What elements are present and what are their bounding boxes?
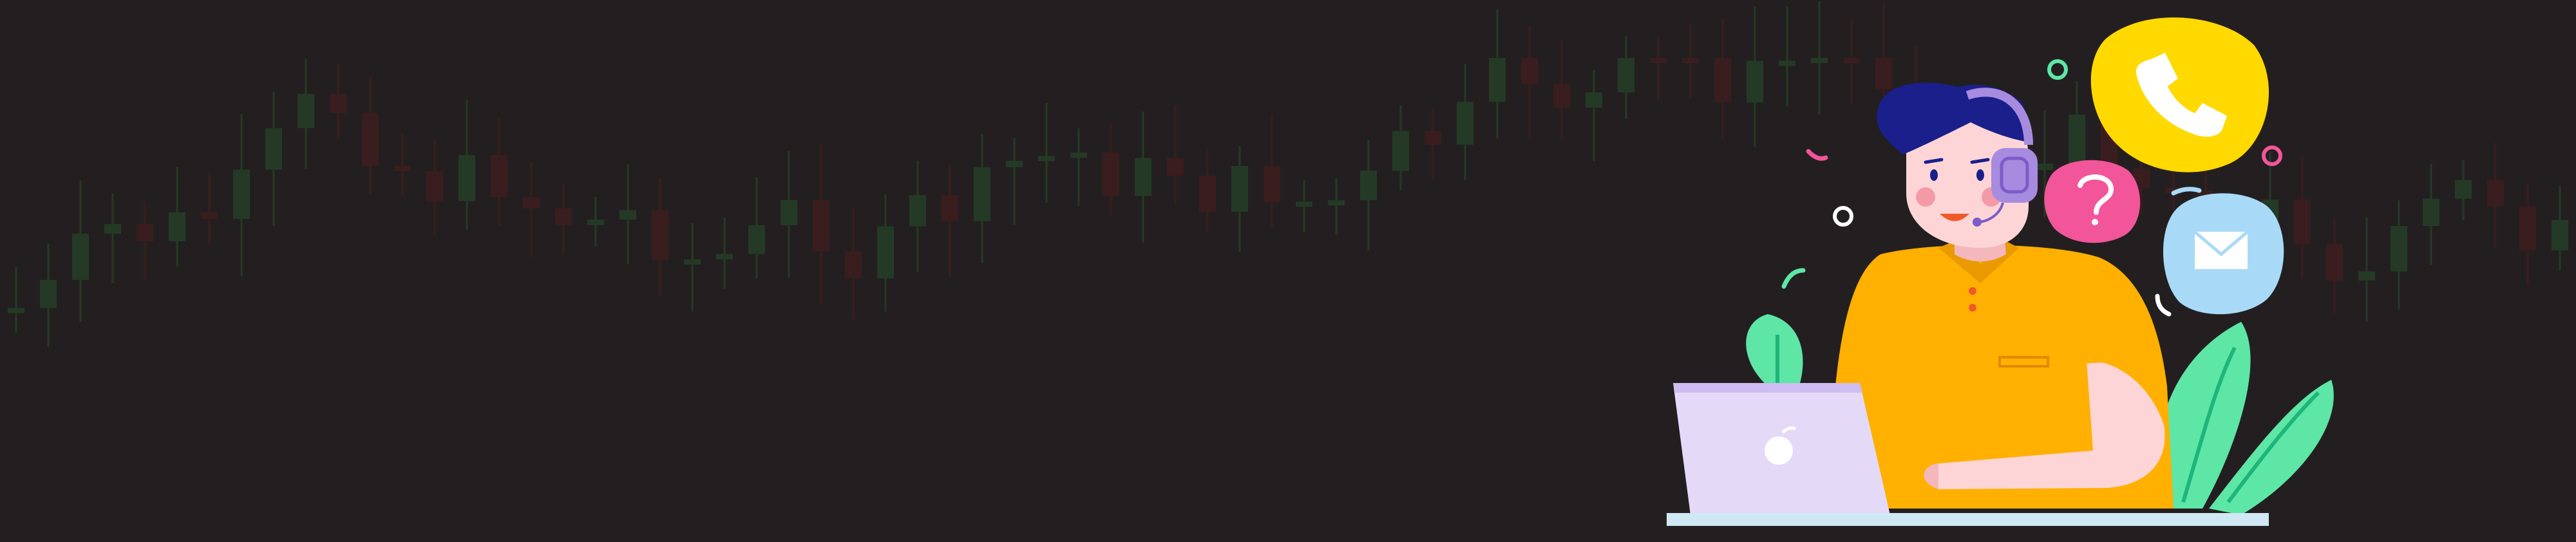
candle-body xyxy=(169,212,185,241)
candle-body xyxy=(2294,200,2311,245)
candle-body xyxy=(137,224,153,241)
question-bubble[interactable] xyxy=(2044,160,2141,243)
candle-body xyxy=(1586,92,1602,108)
candle-body xyxy=(265,128,282,170)
candle-body xyxy=(2487,180,2504,207)
candle-body xyxy=(716,254,733,260)
candle-body xyxy=(1103,153,1119,196)
candle-body xyxy=(2358,271,2375,281)
candle-body xyxy=(1231,165,1248,212)
agent-body xyxy=(1835,239,2174,509)
agent-head xyxy=(1877,82,2029,262)
candle-body xyxy=(523,197,540,209)
candle-body xyxy=(1714,58,1731,103)
candle-body xyxy=(2036,164,2053,170)
candle-body xyxy=(1199,175,1216,212)
candle-body xyxy=(330,94,346,113)
candle-body xyxy=(974,167,990,221)
candle-body xyxy=(72,234,89,280)
candle-body xyxy=(1779,61,1795,66)
candle-body xyxy=(298,94,314,129)
candle-body xyxy=(426,171,443,201)
candle-body xyxy=(1006,160,1023,167)
candle-body xyxy=(1618,58,1634,93)
candle-body xyxy=(2326,244,2343,281)
candle-body xyxy=(1521,58,1538,84)
candle-body xyxy=(2519,206,2536,250)
candle-body xyxy=(1747,61,1763,103)
left-plant xyxy=(1746,314,1803,393)
desk xyxy=(1667,513,2269,526)
candle-body xyxy=(1038,156,1055,162)
candle-body xyxy=(201,212,218,220)
candle-body xyxy=(2165,187,2182,193)
envelope-icon xyxy=(2193,230,2249,269)
candle-body xyxy=(587,220,604,225)
candle-body xyxy=(1167,158,1184,176)
confetti-decorations xyxy=(1781,59,2282,317)
candle-body xyxy=(781,200,797,225)
candle-body xyxy=(1489,58,1506,102)
candle-body xyxy=(40,279,57,308)
candle-body xyxy=(1843,58,1860,63)
candle-body xyxy=(1650,58,1667,63)
candle-body xyxy=(877,226,894,279)
laptop xyxy=(1673,383,1890,515)
candle-body xyxy=(813,200,829,252)
candle-body xyxy=(1070,153,1087,158)
candle-body xyxy=(555,208,572,225)
mail-bubble[interactable] xyxy=(2163,193,2284,315)
candle-body xyxy=(652,210,668,260)
phone-icon xyxy=(2136,53,2227,137)
candle-body xyxy=(748,225,765,254)
candle-body xyxy=(684,259,701,265)
candle-body xyxy=(8,308,24,313)
candle-body xyxy=(1457,102,1473,145)
candle-body xyxy=(1875,58,1892,89)
question-mark-icon xyxy=(2078,174,2114,225)
candle-body xyxy=(2069,115,2085,164)
candle-body xyxy=(1811,58,1828,63)
candle-body xyxy=(1553,84,1570,108)
candle-body xyxy=(2552,220,2568,250)
candle-body xyxy=(459,154,475,201)
candle-body xyxy=(491,154,507,198)
candle-body xyxy=(1682,58,1699,63)
candle-body xyxy=(2423,198,2439,226)
candle-body xyxy=(1328,200,1345,206)
candle-body xyxy=(909,195,926,227)
candle-body xyxy=(845,251,862,279)
candle-body xyxy=(942,195,958,221)
right-plant xyxy=(2157,322,2334,515)
candle-body xyxy=(1392,131,1409,171)
candle-body xyxy=(394,166,411,172)
candle-body xyxy=(233,169,250,220)
apple-logo-icon xyxy=(1765,426,1796,465)
candle-body xyxy=(1296,201,1312,207)
candle-body xyxy=(1425,131,1441,145)
candle-body xyxy=(2455,180,2472,199)
candle-body xyxy=(620,210,636,220)
candle-body xyxy=(2391,225,2407,272)
candle-body xyxy=(1264,165,1280,203)
candle-body xyxy=(362,113,379,167)
candle-body xyxy=(104,224,121,234)
candle-body xyxy=(1360,171,1377,201)
headset-icon xyxy=(1965,88,2038,227)
phone-bubble[interactable] xyxy=(2090,17,2269,173)
candle-body xyxy=(1135,158,1151,196)
